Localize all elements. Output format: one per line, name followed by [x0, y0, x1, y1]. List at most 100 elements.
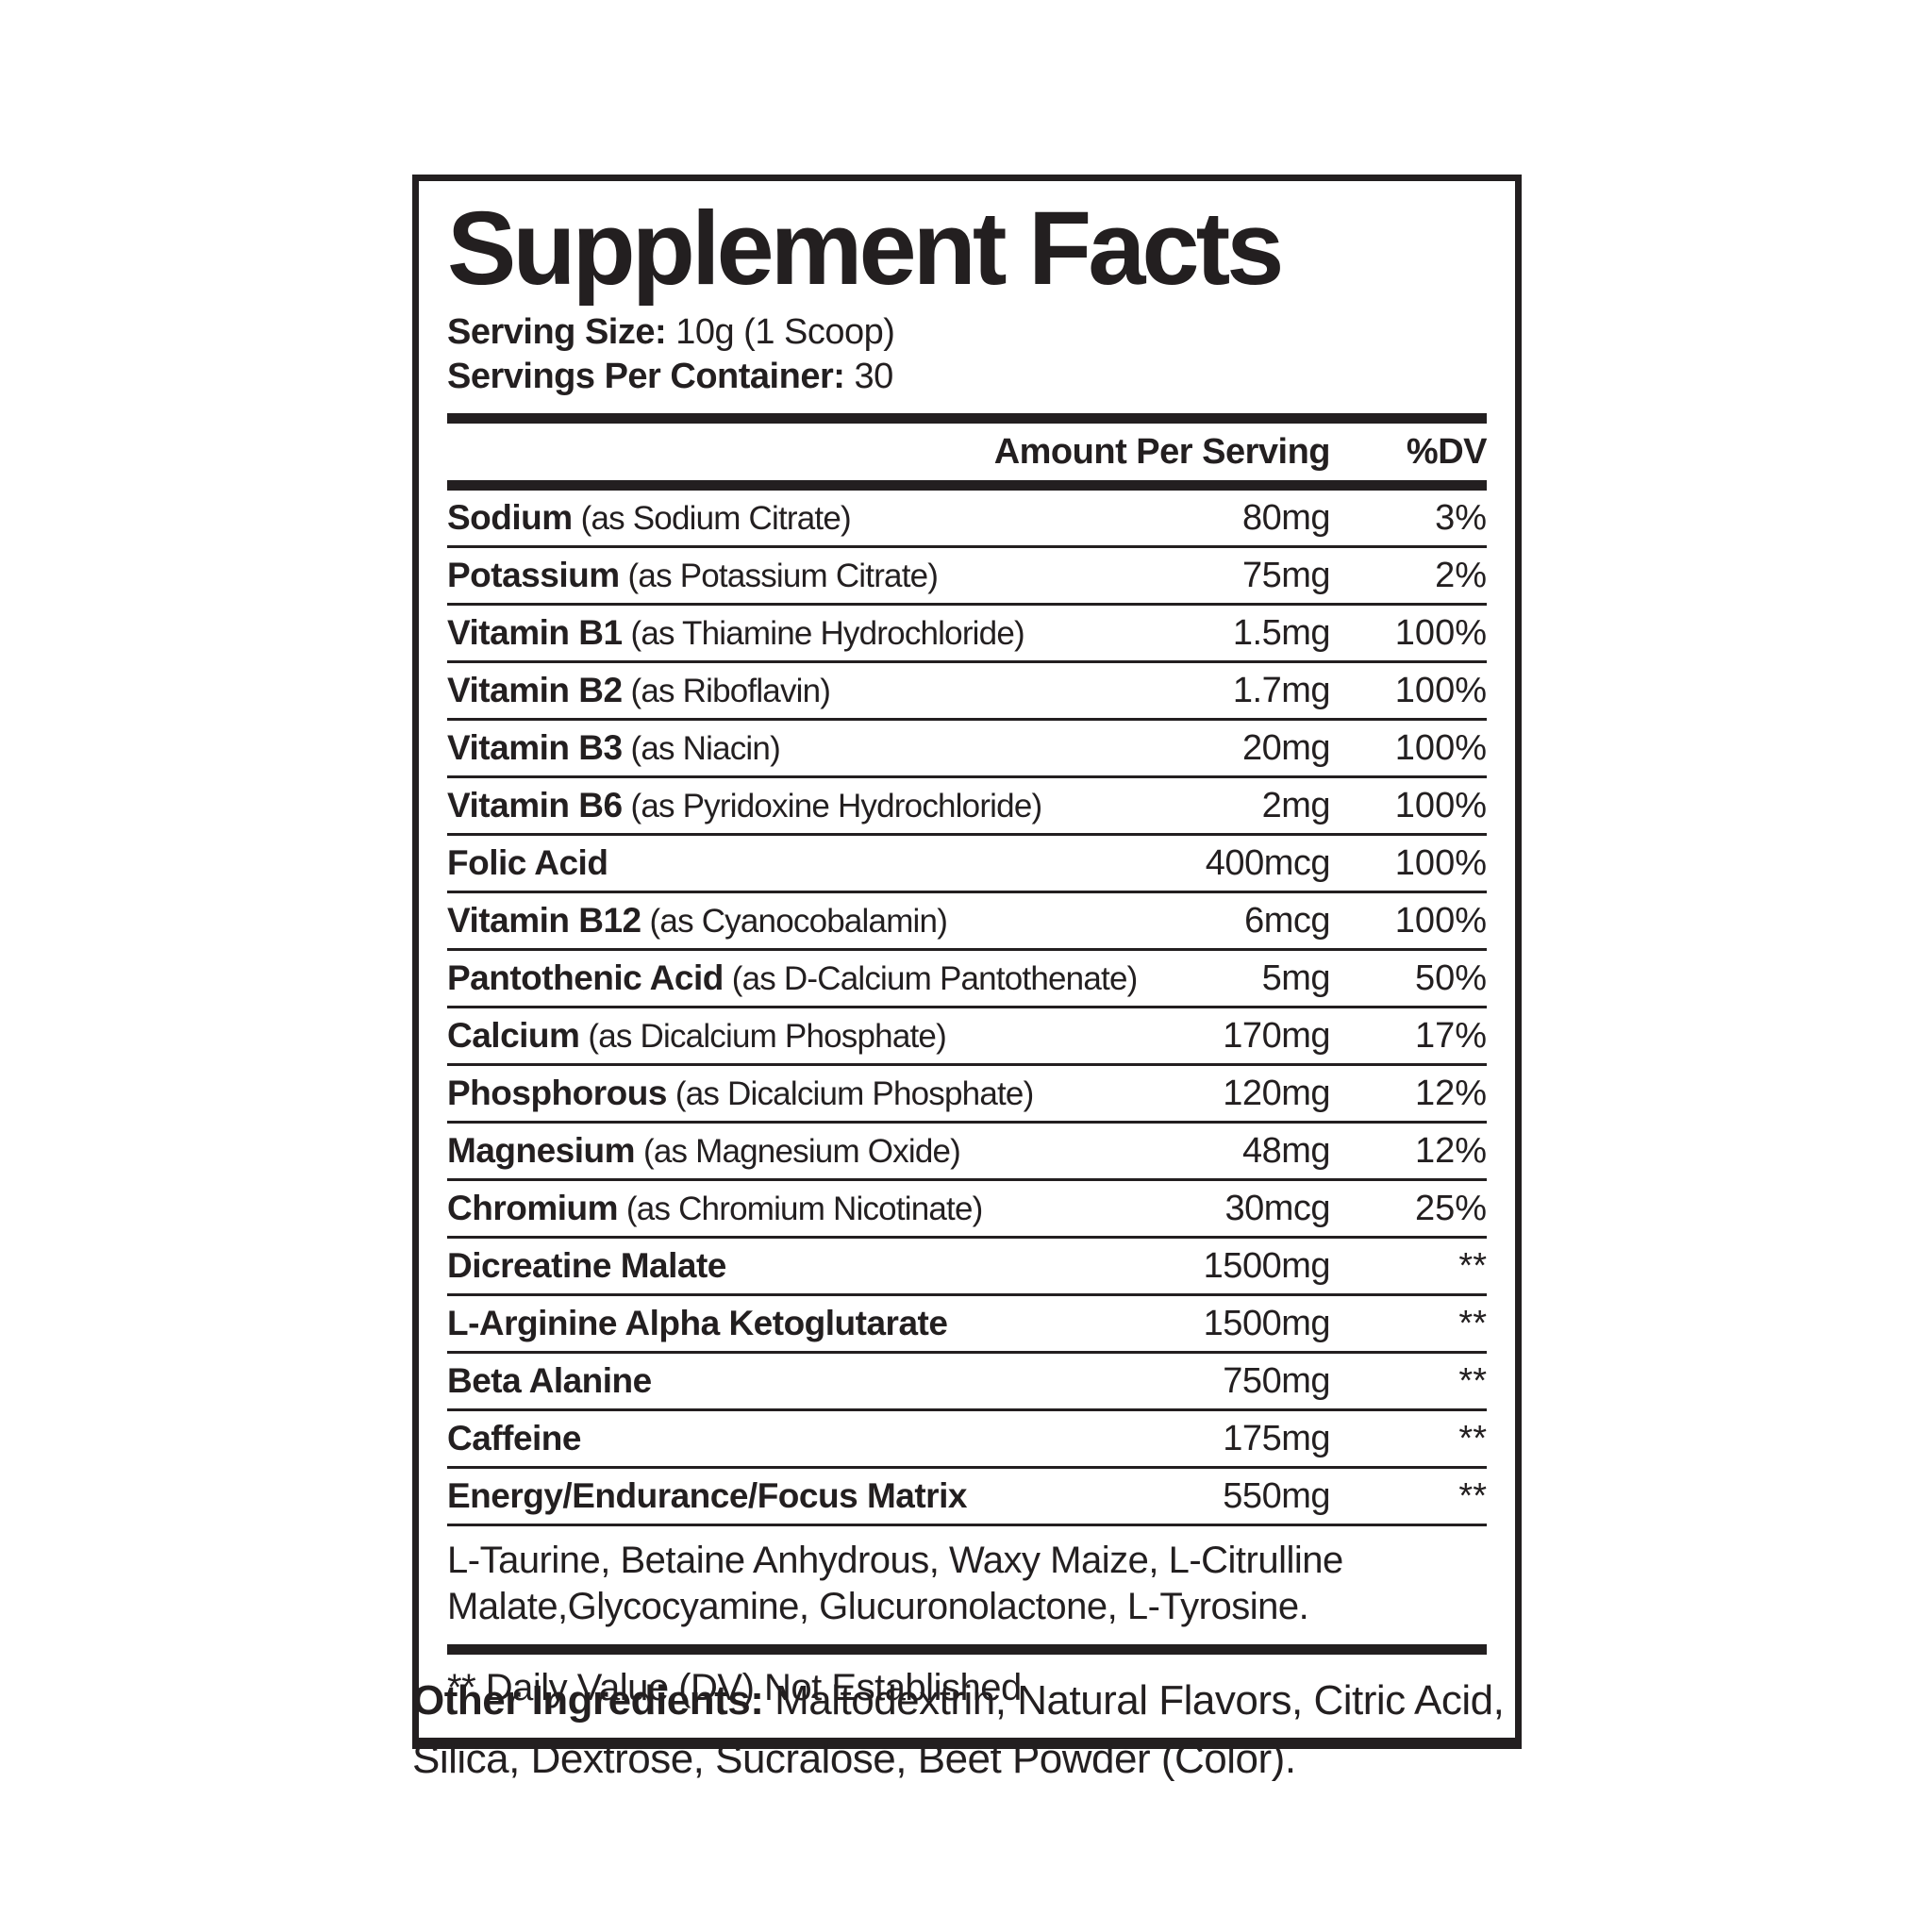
nutrient-amount: 20mg — [1241, 727, 1331, 768]
table-row: Pantothenic Acid (as D-Calcium Pantothen… — [447, 947, 1487, 1006]
nutrient-name-cell: Energy/Endurance/Focus Matrix — [447, 1476, 1223, 1516]
serving-size-value: 10g (1 Scoop) — [675, 312, 895, 353]
servings-per-container-label: Servings Per Container: — [447, 357, 845, 397]
nutrient-source-detail: (as Niacin) — [622, 729, 780, 767]
table-row: Caffeine 175mg ** — [447, 1407, 1487, 1466]
nutrient-name: Beta Alanine — [447, 1360, 652, 1400]
nutrient-name-cell: Beta Alanine — [447, 1361, 1223, 1401]
nutrient-dv: 100% — [1394, 785, 1487, 825]
nutrient-name-cell: Calcium (as Dicalcium Phosphate) — [447, 1016, 1223, 1056]
nutrient-dv: ** — [1458, 1418, 1487, 1458]
serving-size-label: Serving Size: — [447, 312, 667, 353]
nutrient-name-cell: Vitamin B3 (as Niacin) — [447, 728, 1242, 768]
nutrient-dv: ** — [1458, 1245, 1487, 1286]
nutrient-amount: 2mg — [1261, 785, 1331, 825]
table-row: Energy/Endurance/Focus Matrix 550mg ** — [447, 1465, 1487, 1524]
nutrient-name: Magnesium — [447, 1130, 636, 1170]
table-row: Sodium (as Sodium Citrate) 80mg 3% — [447, 491, 1487, 545]
table-row: Calcium (as Dicalcium Phosphate) 170mg 1… — [447, 1005, 1487, 1063]
nutrient-name: Caffeine — [447, 1418, 581, 1457]
divider-thick-top — [447, 412, 1487, 424]
nutrient-name-cell: Chromium (as Chromium Nicotinate) — [447, 1189, 1224, 1228]
nutrient-dv: 100% — [1394, 900, 1487, 941]
nutrient-amount: 48mg — [1241, 1130, 1331, 1171]
blend-ingredients-note: L-Taurine, Betaine Anhydrous, Waxy Maize… — [447, 1523, 1487, 1645]
nutrient-name-cell: Vitamin B12 (as Cyanocobalamin) — [447, 901, 1244, 941]
nutrient-dv: 12% — [1414, 1130, 1487, 1171]
nutrient-name-cell: L-Arginine Alpha Ketoglutarate — [447, 1304, 1204, 1343]
nutrient-source-detail: (as Magnesium Oxide) — [635, 1132, 961, 1170]
nutrient-dv: 100% — [1394, 612, 1487, 653]
divider-thick-above-footnote — [447, 1644, 1487, 1656]
servings-per-container-value: 30 — [854, 357, 893, 397]
nutrient-dv: 100% — [1394, 727, 1487, 768]
table-row: Phosphorous (as Dicalcium Phosphate) 120… — [447, 1062, 1487, 1121]
nutrient-name: Folic Acid — [447, 842, 608, 882]
supplement-facts-panel: Supplement Facts Serving Size: 10g (1 Sc… — [412, 175, 1522, 1750]
table-row: Vitamin B12 (as Cyanocobalamin) 6mcg 100… — [447, 890, 1487, 948]
nutrient-name-cell: Vitamin B6 (as Pyridoxine Hydrochloride) — [447, 786, 1262, 825]
nutrient-dv: 17% — [1414, 1015, 1487, 1056]
nutrient-name-cell: Phosphorous (as Dicalcium Phosphate) — [447, 1074, 1223, 1113]
nutrient-amount: 170mg — [1223, 1015, 1330, 1056]
nutrient-dv: 50% — [1414, 958, 1487, 998]
nutrient-source-detail: (as Cyanocobalamin) — [641, 902, 948, 940]
nutrient-source-detail: (as Sodium Citrate) — [572, 499, 852, 537]
table-row: Vitamin B6 (as Pyridoxine Hydrochloride)… — [447, 774, 1487, 833]
table-row: Magnesium (as Magnesium Oxide) 48mg 12% — [447, 1120, 1487, 1178]
nutrient-name: Vitamin B6 — [447, 785, 623, 824]
nutrient-amount: 1500mg — [1203, 1245, 1331, 1286]
nutrient-amount: 75mg — [1241, 555, 1331, 595]
nutrient-name: Pantothenic Acid — [447, 958, 724, 997]
daily-value-footnote: ** Daily Value (DV) Not Established — [447, 1667, 1022, 1709]
nutrient-dv: 100% — [1394, 670, 1487, 710]
nutrient-name-cell: Pantothenic Acid (as D-Calcium Pantothen… — [447, 958, 1262, 998]
nutrient-amount: 550mg — [1223, 1475, 1330, 1516]
nutrient-name: Dicreatine Malate — [447, 1245, 726, 1285]
table-row: Potassium (as Potassium Citrate) 75mg 2% — [447, 544, 1487, 603]
facts-table-rows: Sodium (as Sodium Citrate) 80mg 3% Potas… — [447, 491, 1487, 1524]
nutrient-dv: ** — [1458, 1303, 1487, 1343]
nutrient-name-cell: Folic Acid — [447, 843, 1206, 883]
nutrient-amount: 1.7mg — [1232, 670, 1331, 710]
table-row: Beta Alanine 750mg ** — [447, 1350, 1487, 1408]
nutrient-source-detail: (as Pyridoxine Hydrochloride) — [622, 787, 1042, 824]
nutrient-name: Vitamin B12 — [447, 900, 641, 940]
table-row: Dicreatine Malate 1500mg ** — [447, 1235, 1487, 1293]
nutrient-source-detail: (as Riboflavin) — [622, 672, 831, 709]
nutrient-amount: 175mg — [1223, 1418, 1330, 1458]
nutrient-name-cell: Magnesium (as Magnesium Oxide) — [447, 1131, 1242, 1171]
nutrient-amount: 1500mg — [1203, 1303, 1331, 1343]
nutrient-name-cell: Sodium (as Sodium Citrate) — [447, 498, 1242, 538]
nutrient-name-cell: Vitamin B2 (as Riboflavin) — [447, 671, 1233, 710]
nutrient-amount: 30mcg — [1224, 1188, 1330, 1228]
nutrient-source-detail: (as Thiamine Hydrochloride) — [622, 614, 1024, 652]
nutrient-dv: 25% — [1414, 1188, 1487, 1228]
nutrient-name: Potassium — [447, 555, 620, 594]
nutrient-name: Vitamin B1 — [447, 612, 623, 652]
nutrient-name: Vitamin B2 — [447, 670, 623, 709]
nutrient-amount: 400mcg — [1205, 842, 1331, 883]
column-header-amount: Amount Per Serving — [993, 431, 1331, 472]
panel-title: Supplement Facts — [447, 191, 1284, 307]
other-ingredients-value: Maltodextrin, Natural Flavors, Citric Ac… — [412, 1677, 1505, 1783]
nutrient-name-cell: Potassium (as Potassium Citrate) — [447, 556, 1242, 595]
table-row: Chromium (as Chromium Nicotinate) 30mcg … — [447, 1177, 1487, 1236]
nutrient-source-detail: (as D-Calcium Pantothenate) — [723, 959, 1139, 997]
table-row: Vitamin B1 (as Thiamine Hydrochloride) 1… — [447, 602, 1487, 660]
table-column-header: Amount Per Serving %DV — [447, 424, 1488, 480]
nutrient-amount: 80mg — [1241, 497, 1331, 538]
nutrient-amount: 750mg — [1223, 1360, 1330, 1401]
nutrient-dv: ** — [1458, 1475, 1487, 1516]
nutrient-source-detail: (as Dicalcium Phosphate) — [579, 1017, 946, 1055]
nutrient-source-detail: (as Dicalcium Phosphate) — [666, 1074, 1034, 1112]
nutrient-source-detail: (as Chromium Nicotinate) — [618, 1190, 983, 1227]
nutrient-amount: 5mg — [1261, 958, 1331, 998]
divider-thick-below-header — [447, 479, 1487, 491]
nutrient-name: Energy/Endurance/Focus Matrix — [447, 1475, 967, 1515]
nutrient-dv: 2% — [1435, 555, 1487, 595]
nutrient-name: Chromium — [447, 1188, 619, 1227]
other-ingredients-label: Other Ingredients: — [412, 1677, 764, 1724]
nutrient-name: Phosphorous — [447, 1073, 667, 1112]
